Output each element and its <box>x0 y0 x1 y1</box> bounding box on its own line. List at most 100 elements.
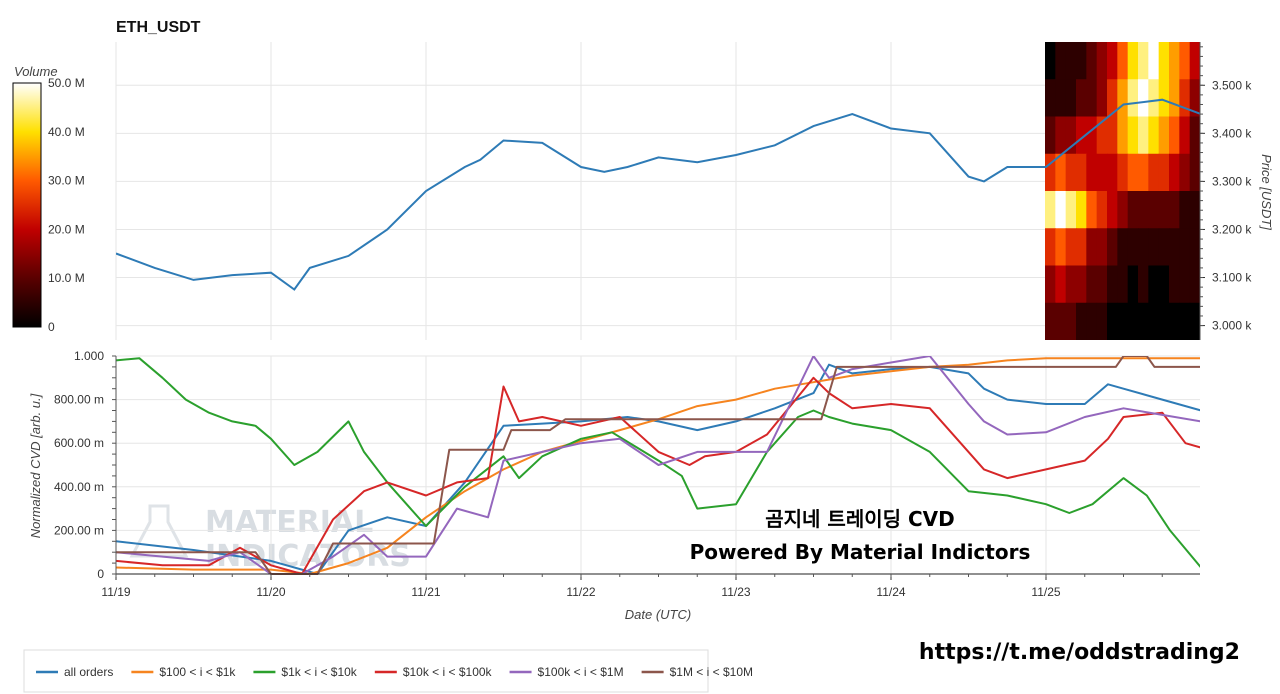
price-ytick-label: 3.000 k <box>1212 319 1252 333</box>
heatmap-cell <box>1158 302 1170 340</box>
cvd-ytick-label: 400.00 m <box>54 480 104 494</box>
heatmap-cell <box>1096 302 1108 340</box>
heatmap-cell <box>1076 302 1087 340</box>
cvd-xtick-label: 11/22 <box>566 585 595 599</box>
cvd-xtick-label: 11/24 <box>876 585 905 599</box>
price-ytick-label: 3.300 k <box>1212 174 1252 188</box>
heatmap-cell <box>1169 42 1180 80</box>
heatmap-cell <box>1045 265 1056 304</box>
cvd-y-axis-label: Normalized CVD [arb. u.] <box>28 393 43 538</box>
heatmap-cell <box>1138 228 1149 267</box>
price-ytick-label: 3.500 k <box>1212 78 1252 92</box>
heatmap-cell <box>1189 228 1200 267</box>
chart-title: ETH_USDT <box>116 19 201 36</box>
watermark-line1: MATERIAL <box>205 505 373 540</box>
heatmap-cell <box>1107 302 1118 340</box>
heatmap-cell <box>1117 153 1129 192</box>
heatmap-cell <box>1045 153 1056 192</box>
heatmap-cell <box>1127 265 1139 304</box>
heatmap-cell <box>1055 302 1067 340</box>
legend-item-label: $1k < i < $10k <box>281 665 357 679</box>
heatmap-cell <box>1096 79 1108 118</box>
heatmap-cell <box>1076 42 1087 80</box>
heatmap-cell <box>1148 191 1160 229</box>
heatmap-cell <box>1148 228 1160 267</box>
heatmap-cell <box>1179 265 1191 304</box>
legend-item-label: $1M < i < $10M <box>670 665 753 679</box>
heatmap-cell <box>1086 191 1098 229</box>
heatmap-cell <box>1045 42 1056 80</box>
price-series-line <box>116 98 1200 291</box>
heatmap-cell <box>1107 191 1118 229</box>
cvd-xtick-label: 11/20 <box>256 585 285 599</box>
heatmap-cell <box>1096 265 1108 304</box>
heatmap-cell <box>1045 302 1056 340</box>
heatmap-cell <box>1117 302 1129 340</box>
overlay-title: 곰지네 트레이딩 CVD <box>765 507 954 531</box>
cvd-xtick-label: 11/21 <box>411 585 440 599</box>
cvd-xtick-label: 11/25 <box>1031 585 1060 599</box>
heatmap-cell <box>1158 153 1170 192</box>
price-ytick-label: 3.100 k <box>1212 271 1252 285</box>
heatmap-cell <box>1096 42 1108 80</box>
heatmap-cell <box>1107 153 1118 192</box>
heatmap-cell <box>1055 42 1067 80</box>
heatmap-cell <box>1065 79 1077 118</box>
heatmap-cell <box>1076 228 1087 267</box>
heatmap-cell <box>1117 265 1129 304</box>
heatmap-cell <box>1138 79 1149 118</box>
heatmap-cell <box>1169 116 1180 155</box>
heatmap-cell <box>1189 191 1200 229</box>
heatmap-cell <box>1055 116 1067 155</box>
heatmap-cell <box>1158 228 1170 267</box>
cvd-series-line-3 <box>116 376 1200 575</box>
colorbar-tick-label: 30.0 M <box>48 174 85 188</box>
heatmap-cell <box>1138 191 1149 229</box>
cvd-ytick-label: 600.00 m <box>54 436 104 450</box>
colorbar-label: Volume <box>14 64 58 79</box>
heatmap-cell <box>1055 79 1067 118</box>
heatmap-cell <box>1138 265 1149 304</box>
cvd-ytick-label: 800.00 m <box>54 393 104 407</box>
heatmap-cell <box>1179 153 1191 192</box>
heatmap-cell <box>1086 79 1098 118</box>
heatmap-cell <box>1148 265 1160 304</box>
heatmap-cell <box>1096 153 1108 192</box>
heatmap-cell <box>1189 79 1200 118</box>
cvd-series-line-0 <box>116 363 1200 575</box>
heatmap-cell <box>1065 228 1077 267</box>
heatmap-cell <box>1158 191 1170 229</box>
heatmap-cell <box>1107 116 1118 155</box>
heatmap-cell <box>1138 302 1149 340</box>
heatmap-cell <box>1148 153 1160 192</box>
heatmap-cell <box>1169 79 1180 118</box>
heatmap-cell <box>1189 116 1200 155</box>
heatmap-cell <box>1045 116 1056 155</box>
heatmap-cell <box>1169 228 1180 267</box>
heatmap-cell <box>1045 228 1056 267</box>
heatmap-cell <box>1076 116 1087 155</box>
heatmap-cell <box>1179 42 1191 80</box>
heatmap-cell <box>1086 153 1098 192</box>
telegram-url[interactable]: https://t.me/oddstrading2 <box>919 640 1240 665</box>
colorbar-tick-label: 50.0 M <box>48 76 85 90</box>
heatmap-cell <box>1179 302 1191 340</box>
heatmap-cell <box>1086 42 1098 80</box>
heatmap-cell <box>1086 116 1098 155</box>
price-plot-area <box>116 42 1200 340</box>
heatmap-cell <box>1107 42 1118 80</box>
colorbar-tick-label: 0 <box>48 320 55 334</box>
heatmap-cell <box>1179 228 1191 267</box>
heatmap-cell <box>1086 228 1098 267</box>
cvd-panel: 0 200.00 m 400.00 m 600.00 m 800.00 m 1.000 1… <box>28 349 1200 622</box>
heatmap-cell <box>1045 79 1056 118</box>
legend-item-label: all orders <box>64 665 113 679</box>
colorbar-tick-label: 10.0 M <box>48 271 85 285</box>
heatmap-cell <box>1096 116 1108 155</box>
legend-item-label: $100k < i < $1M <box>538 665 624 679</box>
cvd-x-axis-label: Date (UTC) <box>625 607 691 622</box>
heatmap-cell <box>1117 116 1129 155</box>
legend-item-label: $10k < i < $100k <box>403 665 493 679</box>
cvd-xtick-label: 11/23 <box>721 585 750 599</box>
heatmap-cell <box>1189 153 1200 192</box>
